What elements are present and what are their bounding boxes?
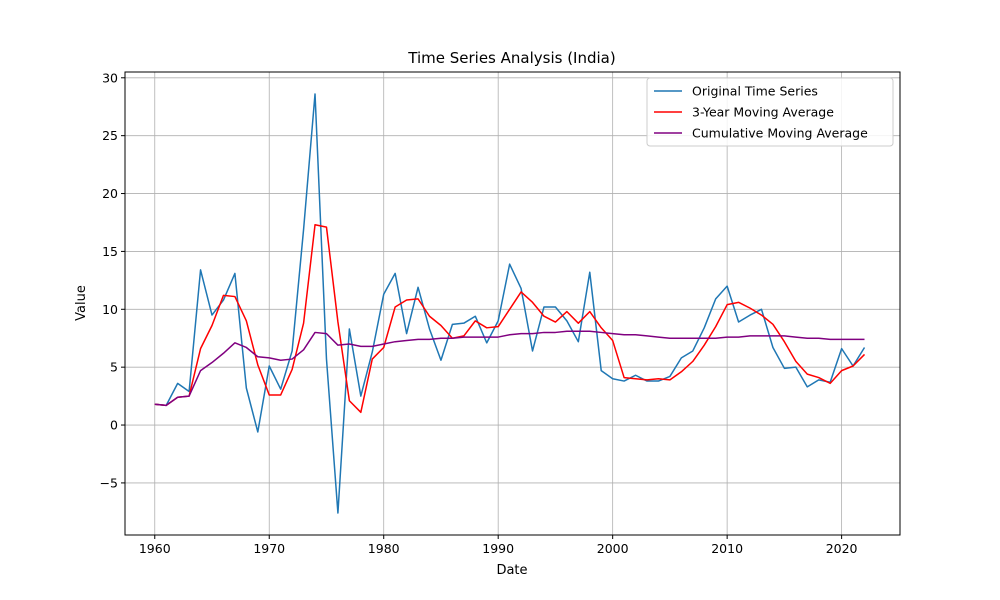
ticks: 1960 1970 1980 1990 2000 2010 2020 −5 0 5 10 15 20 25… [100,70,858,556]
y-tick-label: 20 [102,186,118,201]
y-tick-label: 10 [102,302,118,317]
legend-box [646,77,894,147]
x-tick-label: 1970 [253,541,285,556]
y-axis-label: Value [74,285,89,321]
y-tick-label: 5 [110,360,118,375]
plot-frame [124,71,901,536]
legend: Original Time Series 3-Year Moving Averag… [646,77,894,147]
x-tick-label: 1990 [482,541,514,556]
x-tick-label: 2000 [597,541,629,556]
chart-title: Time Series Analysis (India) [407,49,615,67]
x-tick-label: 1980 [368,541,400,556]
x-tick-label: 2010 [711,541,743,556]
legend-label-2: 3-Year Moving Average [692,105,834,120]
series-line-1 [154,93,866,514]
series-line-2 [154,224,866,414]
grid [125,72,900,535]
y-tick-label: 30 [102,70,118,85]
x-tick-label: 2020 [826,541,858,556]
series-lines [154,93,866,514]
y-tick-label: 0 [110,418,118,433]
y-tick-label: 25 [102,128,118,143]
x-axis-label: Date [496,563,527,578]
x-tick-label: 1960 [139,541,171,556]
y-tick-label: 15 [102,244,118,259]
series-line-3 [154,330,865,407]
legend-label-3: Cumulative Moving Average [692,126,868,141]
legend-label-1: Original Time Series [692,84,818,99]
y-tick-label: −5 [100,475,118,490]
